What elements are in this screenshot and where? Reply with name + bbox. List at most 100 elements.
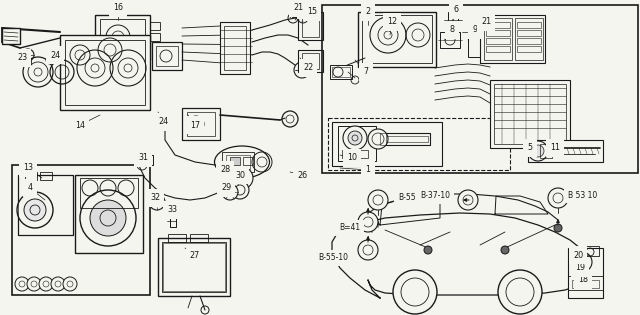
Text: 22: 22 — [303, 64, 313, 72]
Bar — [494, 84, 566, 144]
Circle shape — [393, 270, 437, 314]
Bar — [292, 5, 310, 17]
Bar — [65, 40, 145, 105]
Bar — [156, 46, 178, 66]
Bar — [182, 108, 220, 140]
Circle shape — [348, 131, 362, 145]
Bar — [517, 22, 541, 28]
Bar — [528, 140, 603, 162]
Text: 30: 30 — [235, 170, 245, 180]
Circle shape — [368, 129, 388, 149]
Bar — [378, 136, 428, 142]
Bar — [230, 157, 240, 165]
Circle shape — [222, 184, 238, 200]
Bar — [80, 178, 138, 208]
Bar — [328, 118, 510, 170]
Circle shape — [149, 194, 165, 210]
Text: B-55-10: B-55-10 — [318, 254, 348, 262]
Circle shape — [39, 277, 53, 291]
Bar — [468, 22, 486, 57]
Circle shape — [532, 145, 544, 157]
Text: 6: 6 — [454, 5, 458, 14]
Bar — [440, 32, 460, 48]
Bar — [486, 30, 510, 36]
Bar — [573, 246, 599, 256]
Text: 26: 26 — [297, 170, 307, 180]
Text: 5: 5 — [527, 144, 532, 152]
Bar — [187, 112, 215, 136]
Bar — [486, 46, 510, 52]
Text: 14: 14 — [75, 121, 85, 129]
Bar — [150, 33, 160, 41]
Bar — [376, 25, 404, 51]
Text: 20: 20 — [573, 250, 583, 260]
Text: 11: 11 — [550, 144, 560, 152]
Text: B=41: B=41 — [339, 224, 360, 232]
Bar — [2, 28, 20, 44]
Bar — [163, 243, 225, 291]
Bar — [484, 18, 512, 60]
Text: 13: 13 — [23, 163, 33, 173]
Circle shape — [580, 260, 584, 264]
Bar — [25, 59, 31, 63]
Bar — [480, 15, 545, 63]
Bar — [486, 22, 510, 28]
Text: 7: 7 — [364, 67, 369, 77]
Bar — [100, 19, 145, 56]
Bar — [12, 165, 150, 295]
Text: 32: 32 — [150, 193, 160, 203]
Bar — [342, 150, 368, 158]
Bar — [226, 155, 250, 169]
Text: B 53 10: B 53 10 — [568, 191, 597, 199]
Text: 29: 29 — [221, 184, 231, 192]
Bar — [375, 133, 430, 145]
Circle shape — [376, 24, 404, 52]
Bar — [220, 22, 250, 74]
Bar — [517, 38, 541, 44]
Bar — [162, 242, 226, 292]
Text: 15: 15 — [307, 8, 317, 16]
Text: 17: 17 — [190, 121, 200, 129]
Circle shape — [424, 246, 432, 254]
Bar — [190, 234, 208, 242]
Bar — [568, 248, 603, 298]
Text: 24: 24 — [50, 50, 60, 60]
Bar — [150, 22, 160, 30]
Bar — [372, 22, 408, 54]
Text: 4: 4 — [28, 184, 33, 192]
Circle shape — [358, 240, 378, 260]
Bar — [222, 152, 254, 172]
Circle shape — [368, 190, 388, 210]
Bar — [302, 53, 319, 69]
Text: 2: 2 — [365, 8, 371, 16]
Text: 21: 21 — [293, 3, 303, 13]
Circle shape — [368, 16, 412, 60]
Circle shape — [501, 246, 509, 254]
Bar — [18, 175, 73, 235]
Text: 16: 16 — [113, 3, 123, 13]
Text: 18: 18 — [578, 276, 588, 284]
Bar — [338, 126, 376, 161]
Text: 23: 23 — [17, 54, 27, 62]
Bar — [25, 172, 37, 180]
Text: 21: 21 — [481, 18, 491, 26]
Bar — [322, 5, 638, 173]
Circle shape — [51, 277, 65, 291]
Text: 19: 19 — [575, 264, 585, 272]
Text: B-37-10: B-37-10 — [420, 192, 450, 201]
Bar — [332, 122, 442, 166]
Bar — [303, 6, 309, 16]
Circle shape — [528, 141, 548, 161]
Bar — [95, 15, 150, 60]
Circle shape — [63, 277, 77, 291]
Bar — [60, 35, 150, 110]
Bar — [168, 234, 186, 242]
Text: 24: 24 — [158, 117, 168, 127]
Bar — [18, 175, 73, 235]
Circle shape — [80, 190, 136, 246]
Bar — [152, 42, 182, 70]
Text: 28: 28 — [220, 165, 230, 175]
Bar — [332, 67, 350, 77]
Circle shape — [458, 190, 478, 210]
Bar — [380, 133, 386, 145]
